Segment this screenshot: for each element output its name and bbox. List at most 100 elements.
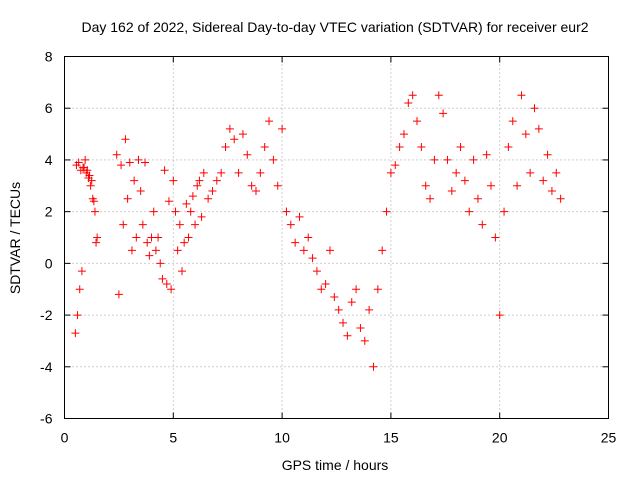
- data-point: [521, 130, 530, 139]
- data-point: [543, 150, 552, 159]
- data-point: [197, 212, 206, 221]
- data-point: [173, 246, 182, 255]
- data-point: [352, 285, 361, 294]
- data-point: [186, 207, 195, 216]
- data-point: [167, 285, 176, 294]
- data-point: [87, 176, 96, 185]
- data-point: [160, 166, 169, 175]
- data-point: [473, 194, 482, 203]
- data-point: [175, 220, 184, 229]
- data-point: [199, 168, 208, 177]
- data-point: [156, 259, 165, 268]
- data-point: [552, 168, 561, 177]
- data-point: [399, 130, 408, 139]
- data-point: [556, 194, 565, 203]
- data-point: [417, 143, 426, 151]
- data-point: [132, 233, 141, 242]
- data-point: [456, 143, 465, 151]
- data-point: [81, 155, 90, 164]
- data-point: [238, 130, 247, 139]
- data-point: [478, 220, 487, 229]
- data-point: [321, 280, 330, 289]
- data-point: [151, 246, 160, 255]
- data-point: [426, 194, 435, 203]
- data-point: [230, 135, 239, 144]
- data-point: [460, 176, 469, 185]
- data-point: [121, 135, 130, 144]
- data-point: [339, 318, 348, 327]
- data-point: [378, 246, 387, 255]
- data-point: [75, 285, 84, 294]
- data-point: [71, 329, 80, 338]
- x-axis-label: GPS time / hours: [282, 457, 389, 473]
- data-point: [158, 274, 167, 283]
- data-point: [317, 285, 326, 294]
- data-point: [247, 181, 256, 190]
- data-point: [447, 186, 456, 195]
- data-point: [171, 207, 180, 216]
- data-point: [413, 117, 422, 126]
- data-point: [382, 207, 391, 216]
- data-point: [408, 91, 417, 100]
- y-tick-label: 0: [45, 255, 53, 271]
- y-tick-label: -6: [40, 411, 53, 427]
- data-point: [312, 267, 321, 276]
- data-point: [178, 267, 187, 276]
- data-point: [343, 331, 352, 340]
- data-point: [74, 158, 83, 167]
- data-point: [391, 161, 400, 170]
- data-point: [243, 150, 252, 159]
- data-point: [421, 181, 430, 190]
- axis-ticks: 0 5 10 15 20 25 -6 -4 -2 0 2 4 6 8: [40, 49, 616, 446]
- data-point: [217, 168, 226, 177]
- data-point: [225, 124, 234, 133]
- data-point: [325, 246, 334, 255]
- data-point: [112, 150, 121, 159]
- x-tick-label: 25: [601, 430, 617, 446]
- data-point: [188, 192, 197, 201]
- data-point: [92, 238, 101, 247]
- data-point: [191, 220, 200, 229]
- data-point: [330, 292, 339, 301]
- data-point: [278, 124, 287, 133]
- y-tick-label: 4: [45, 152, 53, 168]
- data-point: [500, 207, 509, 216]
- data-point: [182, 199, 191, 208]
- data-point: [299, 246, 308, 255]
- data-point: [495, 311, 504, 320]
- data-point: [260, 143, 269, 151]
- data-point: [195, 176, 204, 185]
- data-point: [265, 117, 274, 126]
- x-tick-label: 20: [492, 430, 508, 446]
- data-point: [130, 176, 139, 185]
- data-point: [530, 104, 539, 113]
- data-point: [334, 305, 343, 314]
- data-point: [286, 220, 295, 229]
- data-point: [127, 246, 136, 255]
- data-point: [504, 143, 513, 151]
- data-point: [308, 254, 317, 263]
- data-point: [369, 362, 378, 371]
- data-point: [482, 150, 491, 159]
- data-point: [365, 305, 374, 314]
- data-point: [256, 168, 265, 177]
- y-tick-label: 6: [45, 100, 53, 116]
- x-tick-label: 10: [274, 430, 290, 446]
- data-point: [439, 109, 448, 118]
- data-point: [386, 168, 395, 177]
- y-axis-label: SDTVAR / TECUs: [7, 182, 23, 294]
- data-point: [491, 233, 500, 242]
- x-tick-label: 0: [61, 430, 69, 446]
- data-point: [273, 181, 282, 190]
- data-point: [404, 99, 413, 108]
- data-point: [204, 194, 213, 203]
- data-point: [90, 207, 99, 216]
- data-point: [356, 324, 365, 332]
- data-point: [221, 143, 230, 151]
- data-point: [373, 285, 382, 294]
- data-point: [513, 181, 522, 190]
- data-point: [77, 267, 86, 276]
- x-tick-label: 15: [383, 430, 399, 446]
- data-point: [136, 186, 145, 195]
- data-point: [269, 155, 278, 164]
